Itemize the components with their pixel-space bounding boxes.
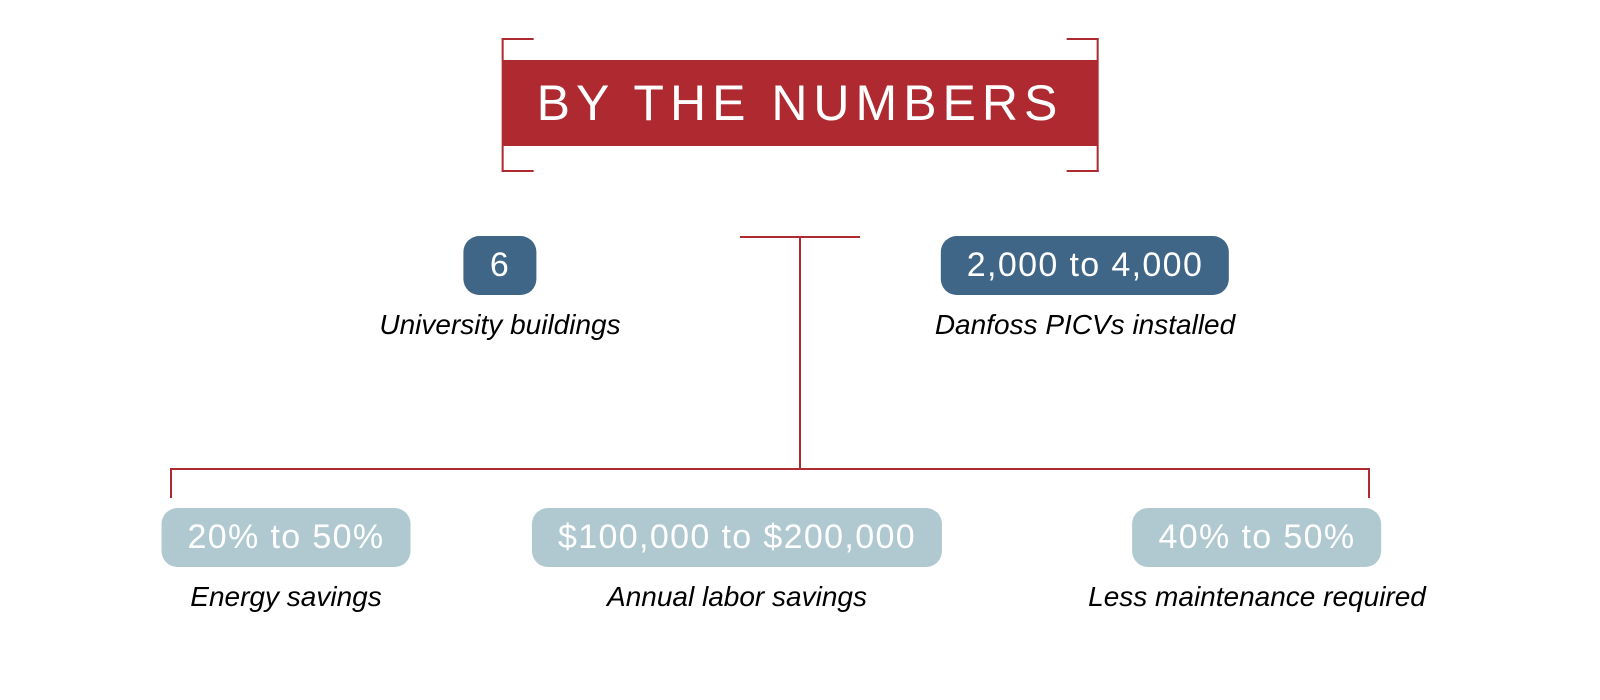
connector-tick-left <box>170 468 172 498</box>
stat-bottom-2: 40% to 50% Less maintenance required <box>1088 508 1426 613</box>
title-bracket-left <box>502 38 534 172</box>
stat-top-right-value: 2,000 to 4,000 <box>941 236 1229 295</box>
stat-bottom-0-value: 20% to 50% <box>162 508 411 567</box>
title-block: BY THE NUMBERS <box>503 60 1098 146</box>
stat-bottom-1-value: $100,000 to $200,000 <box>532 508 942 567</box>
stat-top-right: 2,000 to 4,000 Danfoss PICVs installed <box>935 236 1235 341</box>
stat-bottom-0: 20% to 50% Energy savings <box>162 508 411 613</box>
stat-top-left-caption: University buildings <box>379 309 620 341</box>
stat-top-left-value: 6 <box>464 236 536 295</box>
connector-tick-right <box>1368 468 1370 498</box>
stat-bottom-1-caption: Annual labor savings <box>532 581 942 613</box>
stat-bottom-2-caption: Less maintenance required <box>1088 581 1426 613</box>
stat-bottom-0-caption: Energy savings <box>162 581 411 613</box>
title-banner: BY THE NUMBERS <box>503 60 1098 146</box>
infographic-stage: BY THE NUMBERS 6 University buildings 2,… <box>0 0 1600 700</box>
connector-vertical <box>799 236 801 468</box>
stat-top-left: 6 University buildings <box>379 236 620 341</box>
stat-top-right-caption: Danfoss PICVs installed <box>935 309 1235 341</box>
stat-bottom-2-value: 40% to 50% <box>1133 508 1382 567</box>
connector-horizontal <box>170 468 1370 470</box>
stat-bottom-1: $100,000 to $200,000 Annual labor saving… <box>532 508 942 613</box>
title-bracket-right <box>1066 38 1098 172</box>
